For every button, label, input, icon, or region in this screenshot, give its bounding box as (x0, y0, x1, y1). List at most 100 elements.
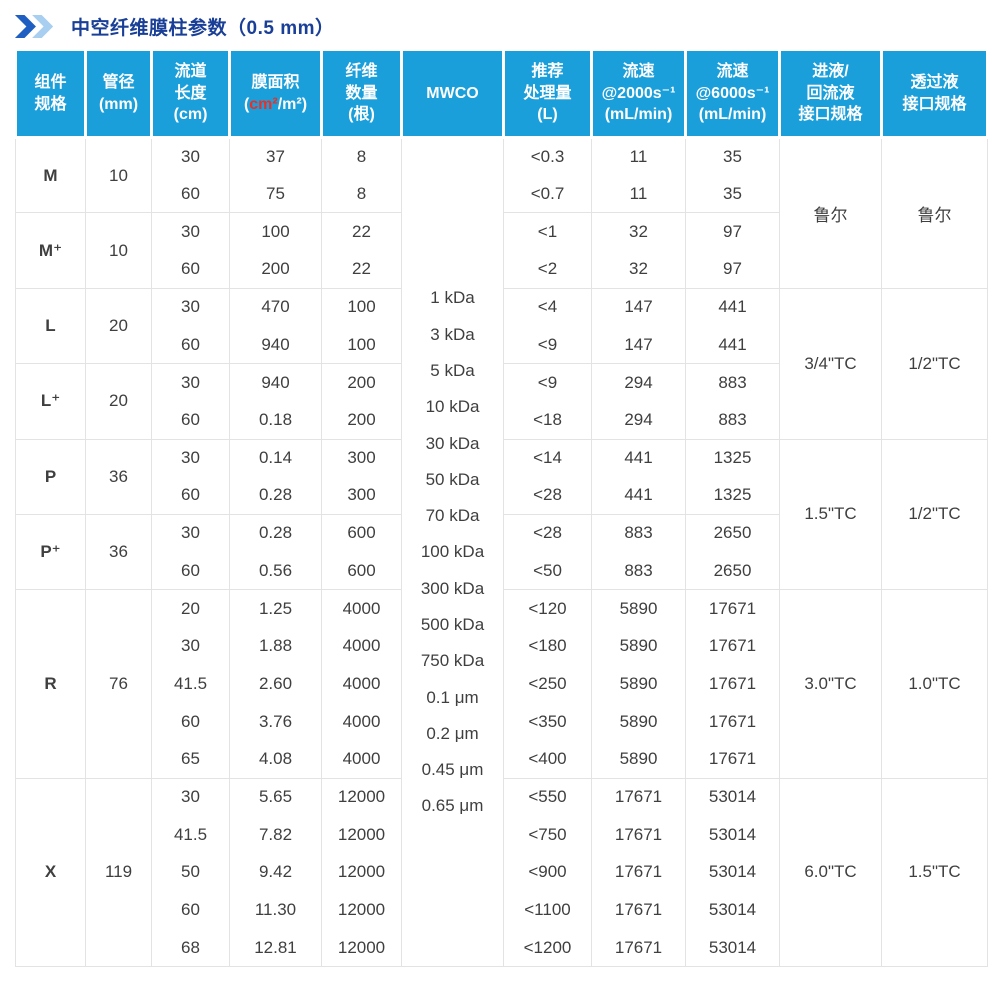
table-row: 65 4.08 4000 <400 5890 17671 (16, 740, 988, 779)
volume-cell: <18 (503, 401, 592, 439)
flow-6000-cell: 2650 (685, 513, 780, 553)
section-header: 中空纤维膜柱参数（0.5 mm） (0, 0, 1000, 48)
permeate-interface-cell: 1.0"TC (881, 589, 988, 779)
col-header-line: 纤维 (345, 63, 378, 81)
flow-6000-cell: 53014 (685, 777, 780, 816)
header-row: 组件 规格 管径 (mm) 流道 长度 (cm) 膜面积 (cm²/m²) 纤维 数量 (根) MWCO… (14, 48, 989, 139)
table-row: 60 0.56 600 <50 883 2650 (16, 552, 988, 590)
col-header-line: @2000s⁻¹ (601, 84, 676, 102)
length-cell: 30 (151, 287, 230, 326)
inlet-interface-cell: 鲁尔 (779, 137, 882, 289)
inlet-interface-cell: 1.5"TC (779, 438, 882, 590)
fiber-count-cell: 12000 (321, 777, 402, 816)
diameter-cell: 36 (85, 438, 152, 515)
length-cell: 60 (151, 702, 230, 741)
flow-2000-cell: 5890 (591, 665, 686, 703)
volume-cell: <900 (503, 853, 592, 892)
area-cell: 0.18 (229, 401, 322, 439)
flow-2000-cell: 11 (591, 175, 686, 213)
component-cell: X (15, 777, 86, 967)
volume-cell: <400 (503, 740, 592, 779)
length-cell: 30 (151, 363, 230, 402)
flow-2000-cell: 11 (591, 137, 686, 176)
volume-cell: <4 (503, 287, 592, 326)
double-chevron-icon (14, 14, 54, 38)
col-header-line: 膜面积 (251, 73, 300, 91)
flow-6000-cell: 883 (685, 401, 780, 439)
table-row: M⁺ 10 30 100 22 <1 32 97 (15, 212, 988, 289)
length-cell: 65 (151, 740, 230, 779)
table-row: M 10 30 37 8 1 kDa 3 kDa 5 kDa 10 kDa 30 kDa 50 kD… (15, 136, 988, 967)
mwco-value: 0.1 μm (426, 687, 479, 707)
col-header-line: 规格 (34, 95, 67, 113)
volume-cell: <120 (503, 589, 592, 628)
diameter-cell: 10 (85, 136, 152, 213)
mwco-value: 3 kDa (430, 324, 475, 344)
col-header-line: 透过液 (910, 73, 959, 91)
fiber-count-cell: 12000 (321, 815, 402, 854)
length-cell: 30 (151, 438, 230, 477)
component-cell: P⁺ (15, 513, 86, 590)
flow-2000-cell: 5890 (591, 702, 686, 741)
mwco-value: 70 kDa (425, 506, 480, 526)
mwco-value: 0.2 μm (426, 723, 479, 743)
diameter-cell: 20 (85, 363, 152, 439)
fiber-count-cell: 4000 (321, 702, 402, 741)
fiber-count-cell: 200 (321, 401, 402, 439)
table-row: 50 9.42 12000 <900 17671 53014 (16, 853, 988, 892)
length-cell: 60 (151, 401, 230, 439)
fiber-count-cell: 8 (321, 175, 402, 213)
volume-cell: <0.7 (503, 175, 592, 213)
diameter-cell: 10 (85, 212, 152, 289)
mwco-value: 10 kDa (425, 397, 480, 417)
table-row: 68 12.81 12000 <1200 17671 53014 (16, 928, 988, 967)
col-header-line: 长度 (174, 84, 207, 102)
length-cell: 30 (151, 513, 230, 553)
col-header-5: MWCO (400, 48, 505, 139)
col-header-line: (mm) (98, 95, 139, 113)
component-cell: L (15, 287, 86, 364)
inlet-interface-cell: 3.0"TC (779, 589, 882, 779)
length-cell: 41.5 (151, 815, 230, 854)
length-cell: 60 (151, 325, 230, 364)
table-row: X 119 30 5.65 12000 <550 17671 53014 6.0"TC 1.5"T… (15, 777, 988, 967)
flow-6000-cell: 35 (685, 137, 780, 176)
mwco-value: 0.65 μm (421, 796, 484, 816)
volume-cell: <1100 (503, 891, 592, 929)
volume-cell: <750 (503, 815, 592, 854)
fiber-count-cell: 100 (321, 287, 402, 326)
fiber-count-cell: 300 (321, 438, 402, 477)
mwco-value: 500 kDa (420, 615, 485, 634)
col-header-line: (根) (348, 106, 375, 124)
fiber-count-cell: 300 (321, 476, 402, 515)
length-cell: 20 (151, 589, 230, 628)
area-cell: 12.81 (229, 928, 322, 967)
col-header-line: 接口规格 (902, 95, 967, 113)
col-header-line: (cm) (173, 106, 208, 124)
col-header-8: 流速 @6000s⁻¹ (mL/min) (684, 48, 781, 139)
col-header-line: (mL/min) (698, 106, 767, 124)
table-row: 60 0.18 200 <18 294 883 (16, 401, 988, 439)
flow-6000-cell: 53014 (685, 853, 780, 892)
flow-2000-cell: 17671 (591, 928, 686, 967)
area-cell: 4.08 (229, 740, 322, 779)
col-header-10: 透过液 接口规格 (880, 48, 989, 139)
spec-table: 组件 规格 管径 (mm) 流道 长度 (cm) 膜面积 (cm²/m²) 纤维 数量 (根) MWCO… (14, 48, 989, 967)
col-header-line: MWCO (426, 84, 479, 102)
table-body: M 10 30 37 8 1 kDa 3 kDa 5 kDa 10 kDa 30 kDa 50 kD… (15, 136, 988, 967)
area-cell: 2.60 (229, 665, 322, 703)
flow-6000-cell: 441 (685, 287, 780, 326)
fiber-count-cell: 12000 (321, 853, 402, 892)
fiber-count-cell: 600 (321, 513, 402, 553)
area-cell: 7.82 (229, 815, 322, 854)
col-header-line: 回流液 (806, 84, 855, 102)
flow-2000-cell: 5890 (591, 589, 686, 628)
component-cell: M (15, 136, 86, 213)
area-cell: 5.65 (229, 777, 322, 816)
table-row: 60 3.76 4000 <350 5890 17671 (16, 702, 988, 741)
diameter-cell: 119 (85, 777, 152, 967)
length-cell: 60 (151, 250, 230, 289)
component-cell: L⁺ (15, 363, 86, 439)
flow-6000-cell: 53014 (685, 815, 780, 854)
